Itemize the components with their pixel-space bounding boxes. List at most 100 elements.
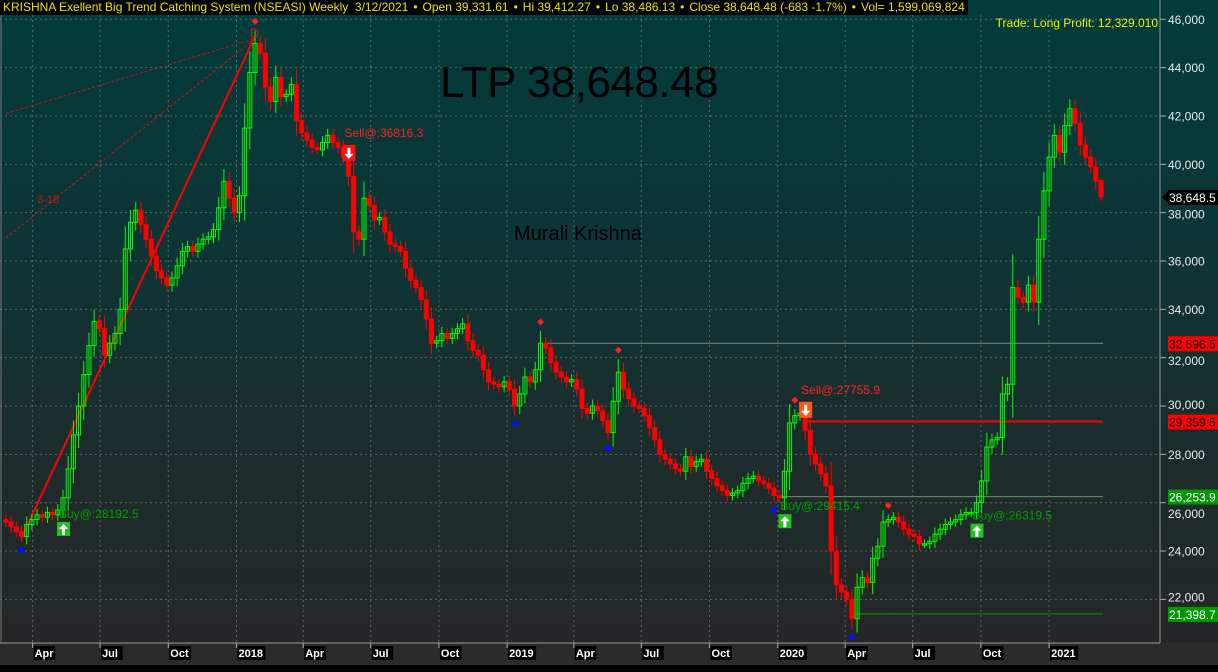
candle-body [979,480,985,504]
y-tick-label: 28,000 [1168,448,1205,462]
candle-body [569,378,575,383]
candle-body [501,381,507,388]
candle [1062,113,1068,165]
candle-body [434,340,440,344]
x-tick-label: Apr [847,648,867,660]
candle-body [1015,287,1021,298]
candle [512,379,518,416]
candle-body [60,497,66,511]
candle-body [169,277,175,286]
candle-body [304,132,310,141]
candle-body [844,591,850,600]
candle-body [506,381,512,390]
candle-body [693,461,699,467]
candle [621,362,627,399]
candle [932,527,938,548]
candle [1072,100,1078,132]
candle [927,536,933,549]
candle-body [460,323,466,330]
fan-line [5,38,256,115]
candle-body [377,216,383,221]
candle [397,240,403,258]
candle-body [1051,134,1057,158]
candle-body [273,76,279,102]
candle [999,376,1005,455]
price-label-bg [1168,414,1218,430]
candle [532,361,538,390]
candle [885,514,891,528]
candle-body [1031,284,1037,303]
candle [548,339,554,372]
candle [231,189,237,222]
candle [86,332,92,388]
candle [922,539,928,549]
x-tick-label: 2020 [780,648,804,660]
price-label: 29,359.5 [1169,416,1216,430]
price-pointer-icon [1162,189,1169,204]
candle [631,392,637,413]
candle [117,297,123,346]
x-tick-label-bg [642,646,664,660]
candle [1020,291,1026,308]
candle-body [1041,190,1047,240]
candle-body [755,475,761,482]
candle [558,366,564,383]
candle [252,30,258,86]
candle [730,487,736,501]
candle-body [325,134,331,144]
candle [517,385,523,414]
candle [792,409,798,430]
candle-body [179,250,185,267]
x-tick-label: Jul [373,648,389,660]
candle-body [288,84,294,95]
candle [776,490,782,503]
candle [1051,124,1057,168]
price-label: 26,253.9 [1169,491,1216,505]
candle-body [989,439,995,448]
candle-body [185,245,191,252]
candle [1046,142,1052,206]
candle-body [1093,166,1099,182]
y-tick-label: 24,000 [1168,545,1205,559]
candle-body [984,446,990,482]
candle [200,233,206,250]
x-tick-label: Oct [170,648,189,660]
candle [18,525,24,543]
candle [1098,178,1104,201]
candle [159,264,165,285]
candle [70,420,76,484]
candle-body [13,526,19,533]
candle-body [532,369,538,383]
author-text: Murali Krishna [514,223,642,245]
candle [787,404,793,491]
x-tick-label-bg [304,646,326,660]
candle-body [283,93,289,98]
candle [968,508,974,517]
candle [973,495,979,520]
candle [112,326,118,351]
candle [1056,125,1062,162]
candle [309,133,315,154]
candle [185,240,191,258]
candle [870,546,876,595]
candle-body [937,528,943,535]
candle-body [55,509,61,516]
candle [470,333,476,358]
candle-body [714,478,720,487]
candle [636,400,642,414]
x-tick-label: Oct [441,648,460,660]
candle-body [1072,108,1078,124]
candle [875,538,881,567]
candle-body [231,197,237,214]
candle [953,514,959,528]
candle-body [1067,108,1073,127]
candle [60,489,66,518]
candle-body [839,584,844,593]
candle-body [953,519,959,523]
candle [563,371,569,388]
candle-body [81,374,87,407]
candle-body [392,243,398,247]
candle [3,514,9,528]
candle-body [1088,156,1094,168]
